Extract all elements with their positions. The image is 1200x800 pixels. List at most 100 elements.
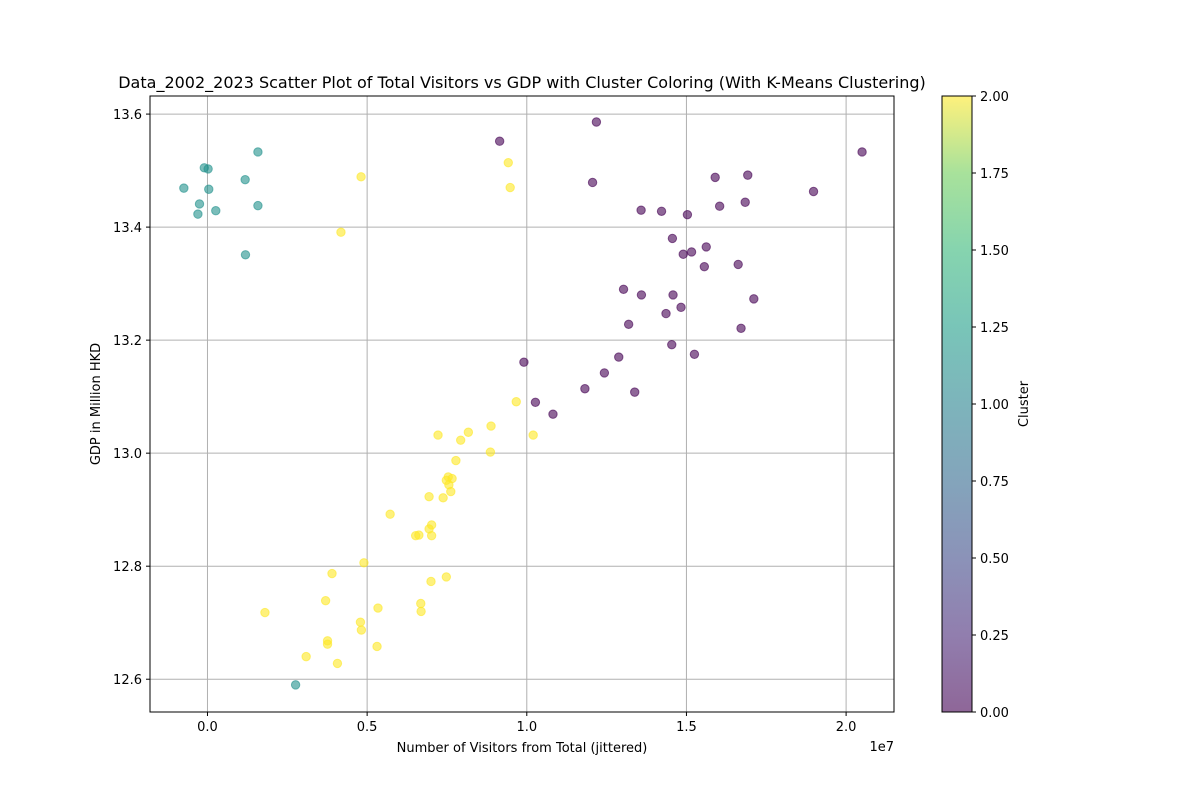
- data-point-cluster-2: [463, 427, 474, 437]
- data-point-cluster-0: [530, 397, 541, 408]
- colorbar-tick-label: 2.00: [980, 90, 1009, 105]
- y-axis-ticks: 12.6 12.8 13.0 13.2 13.4 13.6: [113, 108, 150, 688]
- data-point-cluster-0: [701, 242, 711, 252]
- data-point-cluster-0: [689, 349, 700, 359]
- data-point-cluster-0: [614, 352, 624, 362]
- data-point-cluster-1: [211, 206, 221, 216]
- data-point-cluster-2: [414, 530, 424, 540]
- data-point-cluster-2: [355, 617, 366, 627]
- data-point-cluster-0: [494, 136, 505, 146]
- data-point-cluster-0: [630, 387, 640, 397]
- data-point-cluster-2: [438, 493, 448, 503]
- data-point-cluster-1: [193, 209, 203, 219]
- data-point-cluster-0: [667, 233, 678, 244]
- data-point-cluster-2: [416, 606, 426, 617]
- data-point-cluster-2: [503, 157, 513, 168]
- data-point-cluster-0: [682, 209, 693, 220]
- data-point-cluster-2: [372, 641, 382, 652]
- data-point-cluster-2: [356, 172, 366, 182]
- data-point-cluster-1: [253, 147, 263, 157]
- x-axis-label: Number of Visitors from Total (jittered): [397, 741, 648, 756]
- data-point-cluster-0: [857, 147, 867, 157]
- data-point-cluster-2: [260, 607, 270, 618]
- y-tick-label: 12.6: [113, 673, 142, 688]
- data-point-cluster-0: [636, 205, 646, 215]
- data-point-cluster-0: [743, 170, 753, 180]
- data-point-cluster-2: [301, 651, 311, 662]
- x-tick-label: 1.5: [676, 720, 697, 735]
- data-point-cluster-0: [808, 186, 819, 197]
- colorbar: 0.00 0.25 0.50 0.75 1.00 1.25 1.50 1.75 2.00 Clu…: [941, 90, 1032, 721]
- data-point-cluster-2: [511, 397, 521, 407]
- data-point-cluster-2: [320, 595, 331, 606]
- x-tick-label: 0.0: [197, 720, 218, 735]
- data-point-cluster-1: [290, 680, 301, 690]
- x-tick-label: 0.5: [357, 720, 378, 735]
- data-point-cluster-2: [322, 639, 333, 649]
- chart-title: Data_2002_2023 Scatter Plot of Total Vis…: [118, 73, 926, 93]
- data-point-cluster-2: [424, 491, 434, 502]
- data-point-cluster-0: [587, 177, 598, 188]
- x-axis-offset-label: 1e7: [869, 740, 894, 755]
- grid-lines: [150, 96, 894, 712]
- data-point-cluster-1: [204, 184, 214, 194]
- colorbar-label: Cluster: [1017, 380, 1032, 427]
- data-point-cluster-2: [455, 435, 466, 445]
- data-point-cluster-0: [519, 357, 529, 367]
- data-point-cluster-2: [385, 509, 395, 519]
- data-point-cluster-2: [359, 558, 369, 568]
- data-point-cluster-0: [668, 290, 678, 300]
- data-point-cluster-2: [356, 625, 367, 635]
- data-point-cluster-0: [656, 206, 667, 216]
- data-point-cluster-0: [714, 201, 725, 211]
- y-tick-label: 13.4: [113, 221, 142, 236]
- colorbar-ticks: 0.00 0.25 0.50 0.75 1.00 1.25 1.50 1.75 2.00: [972, 90, 1009, 721]
- colorbar-gradient: [942, 96, 972, 712]
- data-point-cluster-2: [332, 658, 343, 669]
- data-points: [179, 117, 867, 690]
- data-point-cluster-2: [486, 421, 496, 431]
- data-point-cluster-1: [240, 250, 251, 260]
- data-point-cluster-0: [618, 284, 629, 294]
- data-point-cluster-2: [373, 603, 383, 613]
- data-point-cluster-2: [451, 455, 461, 466]
- data-point-cluster-0: [733, 259, 743, 270]
- data-point-cluster-1: [194, 199, 205, 209]
- data-point-cluster-2: [433, 430, 443, 440]
- data-point-cluster-0: [740, 197, 750, 207]
- data-point-cluster-2: [528, 430, 538, 440]
- colorbar-tick-label: 1.50: [980, 244, 1009, 259]
- data-point-cluster-2: [327, 568, 337, 579]
- data-point-cluster-2: [446, 486, 456, 497]
- data-point-cluster-2: [416, 598, 426, 609]
- y-tick-label: 13.2: [113, 334, 142, 349]
- x-tick-label: 2.0: [836, 720, 857, 735]
- y-axis-label: GDP in Million HKD: [89, 343, 104, 465]
- data-point-cluster-1: [240, 174, 250, 185]
- data-point-cluster-1: [203, 164, 213, 174]
- data-point-cluster-0: [676, 302, 686, 313]
- x-tick-label: 1.0: [516, 720, 537, 735]
- data-point-cluster-0: [710, 172, 720, 183]
- data-point-cluster-0: [749, 294, 759, 304]
- data-point-cluster-2: [426, 576, 436, 587]
- data-point-cluster-1: [253, 200, 263, 211]
- data-point-cluster-0: [678, 249, 688, 259]
- data-point-cluster-2: [485, 447, 496, 457]
- data-point-cluster-0: [699, 261, 710, 272]
- data-point-cluster-2: [441, 572, 452, 582]
- data-point-cluster-2: [505, 182, 515, 193]
- colorbar-tick-label: 0.75: [980, 475, 1009, 490]
- y-tick-label: 13.6: [113, 108, 142, 123]
- plot-frame: [149, 95, 895, 713]
- data-point-cluster-2: [426, 530, 437, 541]
- colorbar-tick-label: 0.50: [980, 552, 1009, 567]
- data-point-cluster-0: [548, 409, 558, 419]
- data-point-cluster-0: [636, 290, 647, 300]
- y-tick-label: 13.0: [113, 447, 142, 462]
- data-point-cluster-0: [661, 308, 671, 319]
- data-point-cluster-0: [686, 247, 697, 257]
- colorbar-tick-label: 0.25: [980, 629, 1009, 644]
- colorbar-tick-label: 1.75: [980, 167, 1009, 182]
